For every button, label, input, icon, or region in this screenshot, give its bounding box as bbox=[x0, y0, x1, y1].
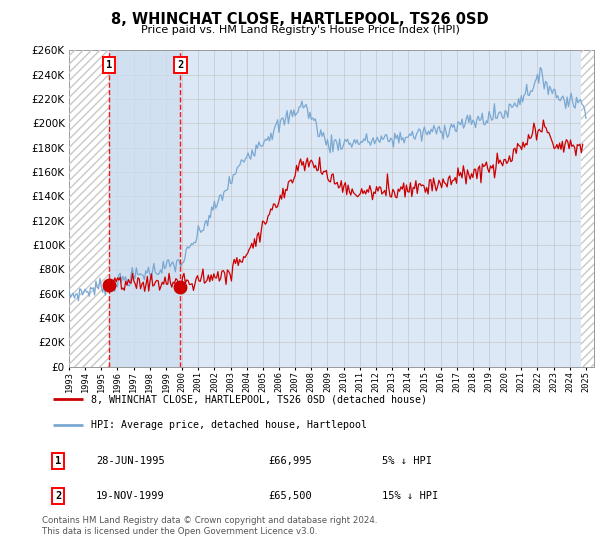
Text: Price paid vs. HM Land Registry's House Price Index (HPI): Price paid vs. HM Land Registry's House … bbox=[140, 25, 460, 35]
Bar bbox=[109, 50, 181, 367]
Text: 1: 1 bbox=[106, 59, 113, 69]
Text: 28-JUN-1995: 28-JUN-1995 bbox=[96, 456, 165, 465]
Text: 8, WHINCHAT CLOSE, HARTLEPOOL, TS26 0SD: 8, WHINCHAT CLOSE, HARTLEPOOL, TS26 0SD bbox=[111, 12, 489, 27]
Text: 15% ↓ HPI: 15% ↓ HPI bbox=[382, 491, 439, 501]
Text: 8, WHINCHAT CLOSE, HARTLEPOOL, TS26 0SD (detached house): 8, WHINCHAT CLOSE, HARTLEPOOL, TS26 0SD … bbox=[91, 394, 427, 404]
Text: 5% ↓ HPI: 5% ↓ HPI bbox=[382, 456, 432, 465]
Text: £66,995: £66,995 bbox=[269, 456, 313, 465]
Text: 2: 2 bbox=[55, 491, 61, 501]
Bar bbox=[69, 50, 109, 367]
Text: Contains HM Land Registry data © Crown copyright and database right 2024.
This d: Contains HM Land Registry data © Crown c… bbox=[42, 516, 377, 536]
Text: HPI: Average price, detached house, Hartlepool: HPI: Average price, detached house, Hart… bbox=[91, 419, 367, 430]
Text: 19-NOV-1999: 19-NOV-1999 bbox=[96, 491, 165, 501]
Text: 1: 1 bbox=[55, 456, 61, 465]
Text: £65,500: £65,500 bbox=[269, 491, 313, 501]
Bar bbox=[581, 50, 594, 367]
Bar bbox=[69, 50, 109, 367]
Bar bbox=[581, 50, 594, 367]
Text: 2: 2 bbox=[178, 59, 184, 69]
